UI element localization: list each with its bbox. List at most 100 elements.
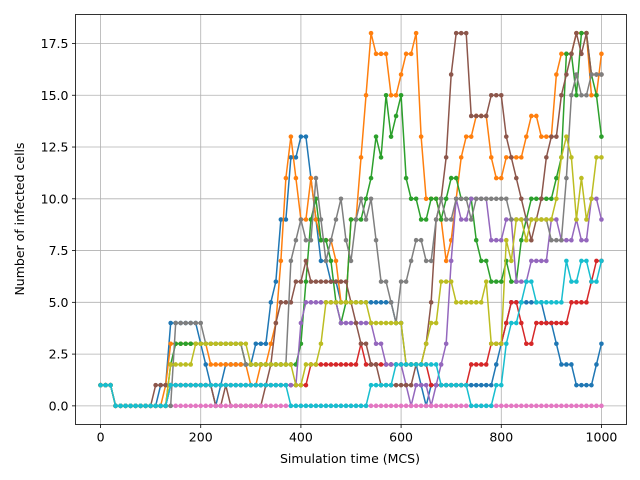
data-point [288, 134, 294, 139]
data-point [363, 362, 369, 367]
data-point [493, 175, 499, 181]
data-point [418, 237, 424, 243]
data-point [554, 72, 559, 77]
data-point [559, 92, 564, 98]
data-point [363, 300, 369, 305]
data-point [403, 279, 409, 284]
data-point [438, 382, 444, 388]
data-point [473, 362, 479, 367]
data-point [584, 258, 589, 264]
series-layer [98, 30, 604, 409]
data-point [328, 279, 334, 284]
data-point [539, 258, 544, 264]
data-point [228, 341, 234, 347]
data-point [358, 196, 364, 202]
data-point [353, 403, 359, 409]
data-point [493, 92, 499, 98]
data-point [368, 196, 374, 202]
data-point [498, 237, 504, 243]
data-point [368, 30, 374, 36]
data-point [569, 92, 574, 98]
data-point [569, 362, 574, 367]
data-point [363, 196, 369, 202]
data-point [508, 217, 514, 222]
data-point [514, 279, 519, 284]
data-point [173, 403, 178, 409]
data-point [288, 382, 294, 388]
data-point [338, 196, 344, 202]
data-point [278, 403, 284, 409]
data-point [488, 341, 494, 347]
data-point [328, 362, 334, 367]
data-point [519, 403, 524, 409]
data-point [303, 362, 309, 367]
data-point [529, 341, 534, 347]
data-point [458, 217, 464, 222]
data-point [559, 362, 564, 367]
data-point [268, 403, 274, 409]
data-point [529, 258, 534, 264]
data-point [383, 51, 389, 57]
y-tick-label: 15.0 [41, 88, 69, 103]
data-point [193, 382, 199, 388]
data-point [433, 320, 439, 326]
data-point [539, 320, 544, 326]
data-point [408, 403, 414, 409]
data-point [178, 320, 183, 326]
data-point [589, 279, 594, 284]
data-point [569, 237, 574, 243]
data-point [519, 300, 524, 305]
data-point [428, 300, 434, 305]
data-point [278, 382, 284, 388]
data-point [293, 382, 299, 388]
data-point [463, 403, 469, 409]
data-point [594, 72, 599, 77]
data-point [258, 403, 264, 409]
data-point [458, 382, 464, 388]
data-point [458, 155, 464, 160]
data-point [503, 403, 509, 409]
data-point [423, 362, 429, 367]
data-point [233, 341, 239, 347]
data-point [373, 320, 379, 326]
data-point [544, 320, 549, 326]
data-point [498, 279, 504, 284]
data-point [534, 403, 539, 409]
data-point [198, 320, 204, 326]
data-point [544, 134, 549, 139]
data-point [383, 320, 389, 326]
x-tick-label: 400 [289, 430, 313, 445]
data-point [488, 279, 494, 284]
data-point [288, 362, 294, 367]
data-point [564, 134, 569, 139]
data-point [403, 362, 409, 367]
data-point [223, 341, 229, 347]
data-point [398, 72, 404, 77]
x-tick-label: 600 [389, 430, 413, 445]
data-point [323, 258, 329, 264]
data-point [574, 403, 579, 409]
data-point [398, 320, 404, 326]
data-point [529, 300, 534, 305]
data-point [498, 175, 504, 181]
data-point [303, 258, 309, 264]
series-10 [98, 258, 604, 409]
data-point [514, 175, 519, 181]
data-point [268, 341, 274, 347]
data-point [549, 300, 554, 305]
data-point [403, 403, 409, 409]
data-point [188, 382, 194, 388]
data-point [559, 155, 564, 160]
data-point [478, 258, 484, 264]
data-point [278, 362, 284, 367]
data-point [338, 279, 344, 284]
data-point [398, 382, 404, 388]
data-point [514, 403, 519, 409]
ticks: 0 200 400 600 800 1000 0.0 2.5 5.0 7.5 10.0 12.5 15.… [41, 36, 618, 445]
data-point [168, 320, 173, 326]
data-point [243, 362, 249, 367]
data-point [544, 258, 549, 264]
data-point [253, 341, 259, 347]
data-point [273, 382, 279, 388]
data-point [584, 237, 589, 243]
